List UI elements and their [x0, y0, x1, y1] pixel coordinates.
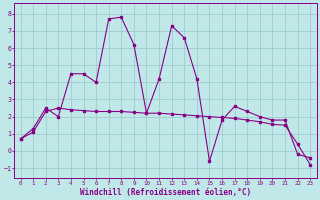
X-axis label: Windchill (Refroidissement éolien,°C): Windchill (Refroidissement éolien,°C): [80, 188, 251, 197]
